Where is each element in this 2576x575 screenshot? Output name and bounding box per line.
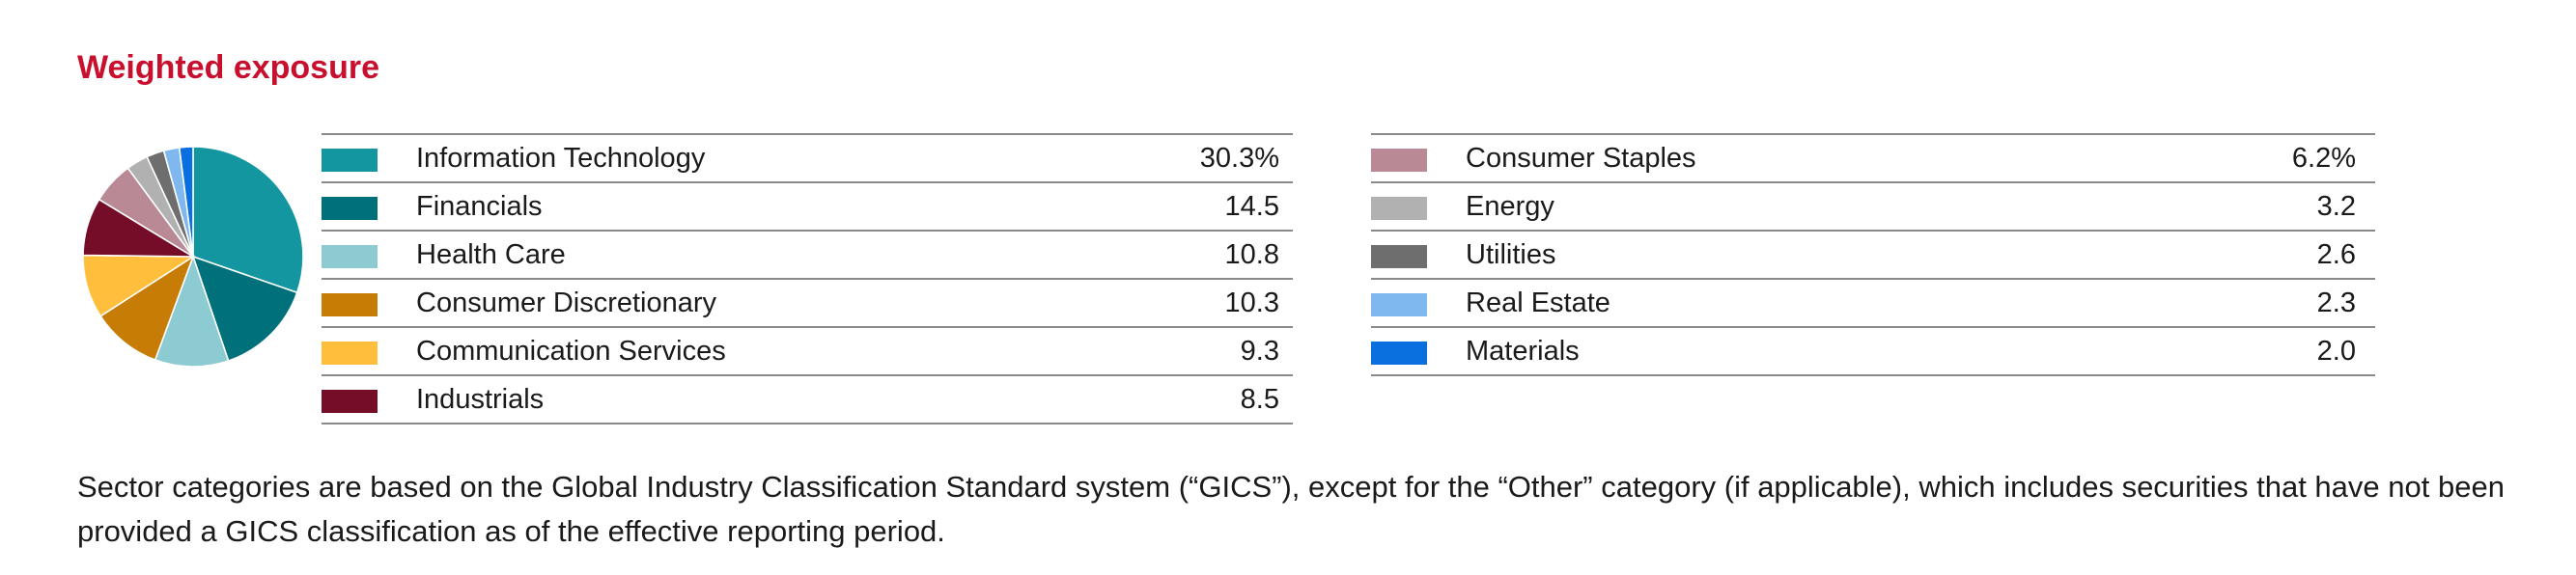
legend-value: 10.3: [1224, 288, 1279, 318]
legend-row: Communication Services 9.3: [322, 326, 1293, 374]
legend-label: Materials: [1466, 336, 1580, 367]
legend-value: 9.3: [1240, 336, 1279, 367]
legend-swatch: [322, 197, 378, 220]
legend-label: Utilities: [1466, 239, 1556, 270]
legend-label: Consumer Discretionary: [416, 288, 717, 318]
pie-slice-financials: [191, 255, 298, 362]
legend-swatch: [322, 149, 378, 172]
legend-row: Real Estate 2.3: [1371, 278, 2375, 326]
legend-label: Communication Services: [416, 336, 726, 367]
legend-swatch: [322, 293, 378, 316]
legend-swatch: [322, 342, 378, 365]
gics-footnote: Sector categories are based on the Globa…: [77, 470, 2505, 548]
legend-swatch: [1371, 149, 1427, 172]
legend-label: Real Estate: [1466, 288, 1610, 318]
pie-chart-svg: [82, 146, 304, 368]
legend-swatch: [322, 390, 378, 413]
legend-label: Industrials: [416, 384, 545, 415]
legend-value: 2.0: [2316, 336, 2356, 367]
legend-value: 14.5: [1224, 191, 1279, 222]
pie-slice-information-technology: [192, 146, 304, 294]
legend-row: Utilities 2.6: [1371, 230, 2375, 278]
legend-label: Energy: [1466, 191, 1554, 222]
legend-row: Industrials 8.5: [322, 374, 1293, 424]
legend-left-column: Information Technology 30.3% Financials 14.…: [322, 133, 1293, 424]
legend-label: Financials: [416, 191, 543, 222]
pie-slice-materials: [178, 146, 194, 258]
legend-row: Health Care 10.8: [322, 230, 1293, 278]
legend-swatch: [1371, 245, 1427, 268]
legend-value: 6.2%: [2291, 143, 2356, 174]
legend-right-column: Consumer Staples 6.2% Energy 3.2 Utilities 2.…: [1371, 133, 2375, 376]
pie-chart: [81, 145, 305, 369]
legend-swatch: [322, 245, 378, 268]
legend-value: 8.5: [1240, 384, 1279, 415]
legend-row: Consumer Staples 6.2%: [1371, 133, 2375, 181]
legend-swatch: [1371, 293, 1427, 316]
legend-value: 3.2: [2316, 191, 2356, 222]
legend-row: Information Technology 30.3%: [322, 133, 1293, 181]
legend-value: 10.8: [1224, 239, 1279, 270]
chart-title: Weighted exposure: [77, 49, 379, 86]
legend-row: Energy 3.2: [1371, 181, 2375, 230]
legend-value: 2.3: [2316, 288, 2356, 318]
legend-label: Information Technology: [416, 143, 706, 174]
pie-slice-consumer-discretionary: [99, 255, 195, 362]
legend-row: Financials 14.5: [322, 181, 1293, 230]
legend-value: 2.6: [2316, 239, 2356, 270]
legend-row: Materials 2.0: [1371, 326, 2375, 376]
legend-swatch: [1371, 342, 1427, 365]
legend-row: Consumer Discretionary 10.3: [322, 278, 1293, 326]
pie-slice-health-care: [154, 254, 230, 368]
legend-swatch: [1371, 197, 1427, 220]
legend-value: 30.3%: [1199, 143, 1279, 174]
legend-label: Health Care: [416, 239, 566, 270]
legend-label: Consumer Staples: [1466, 143, 1696, 174]
